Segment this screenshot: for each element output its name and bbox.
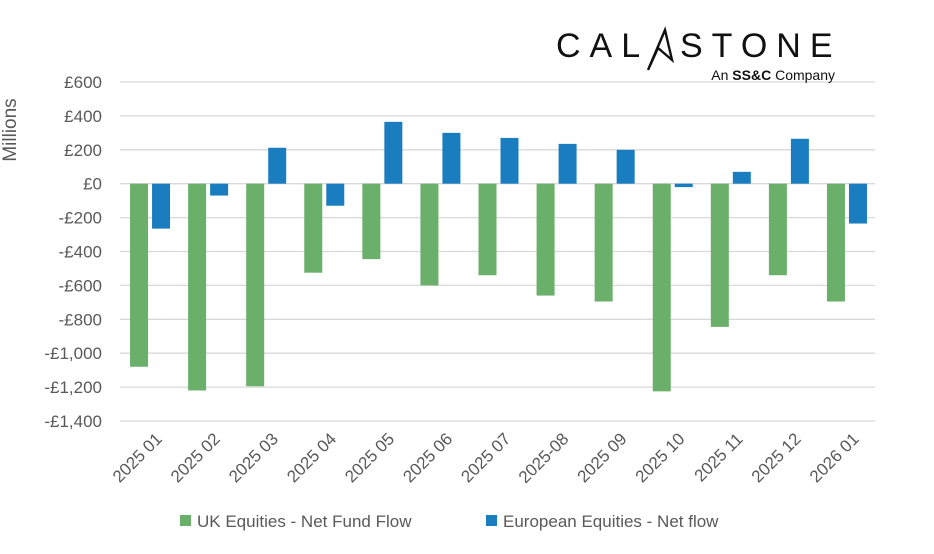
- bar-european-11: [790, 138, 809, 184]
- x-tick-label: 2026 01: [806, 429, 863, 486]
- y-axis-label: Millions: [0, 98, 21, 161]
- y-tick-label: -£800: [59, 310, 102, 329]
- y-tick-label: £0: [83, 175, 102, 194]
- x-tick-label: 2025 03: [225, 429, 282, 486]
- x-tick-label: 2025 05: [341, 429, 398, 486]
- x-tick-label: 2025-08: [515, 429, 573, 487]
- bar-uk-4: [362, 183, 381, 260]
- x-tick-label: 2025 04: [283, 429, 340, 486]
- bar-uk-9: [652, 183, 671, 392]
- x-tick-label: 2025 11: [691, 429, 747, 485]
- y-tick-label: -£1,000: [44, 344, 102, 363]
- bar-european-4: [384, 121, 403, 184]
- y-tick-label: £600: [64, 73, 102, 92]
- x-tick-label: 2025 02: [167, 429, 224, 486]
- bar-european-10: [732, 171, 751, 184]
- bar-european-6: [500, 137, 519, 184]
- bar-uk-8: [594, 183, 613, 302]
- legend-swatch-0: [180, 515, 191, 526]
- bar-european-5: [442, 132, 461, 184]
- logo-arrow-icon: [646, 26, 675, 71]
- bar-uk-12: [826, 183, 845, 302]
- bar-uk-3: [304, 183, 323, 273]
- y-tick-label: -£400: [59, 243, 102, 262]
- bar-uk-7: [536, 183, 555, 296]
- svg-text:CAL: CAL: [556, 27, 649, 65]
- bar-uk-5: [420, 183, 439, 286]
- legend-label-0: UK Equities - Net Fund Flow: [197, 512, 412, 531]
- bar-uk-11: [768, 183, 787, 276]
- y-tick-label: -£600: [59, 276, 102, 295]
- x-tick-label: 2025 01: [109, 429, 166, 486]
- bar-uk-2: [246, 183, 265, 387]
- x-tick-label: 2025 10: [632, 429, 689, 486]
- y-tick-label: -£1,400: [44, 412, 102, 431]
- svg-text:An SS&C Company: An SS&C Company: [711, 67, 835, 83]
- bar-european-8: [616, 149, 635, 184]
- legend-swatch-1: [486, 515, 497, 526]
- y-tick-label: -£1,200: [44, 378, 102, 397]
- y-tick-label: £200: [64, 141, 102, 160]
- x-tick-label: 2025 06: [399, 429, 456, 486]
- x-tick-label: 2025 12: [748, 429, 805, 486]
- bar-european-12: [848, 183, 867, 224]
- x-tick-label: 2025 07: [457, 429, 514, 486]
- bar-european-1: [210, 183, 229, 196]
- bar-european-7: [558, 143, 577, 184]
- svg-text:STONE: STONE: [680, 27, 842, 65]
- y-tick-label: -£200: [59, 209, 102, 228]
- bar-european-2: [268, 147, 287, 184]
- bar-uk-6: [478, 183, 497, 276]
- bar-european-9: [674, 183, 693, 188]
- bar-uk-1: [188, 183, 207, 391]
- legend-label-1: European Equities - Net flow: [503, 512, 719, 531]
- x-tick-label: 2025 09: [574, 429, 631, 486]
- bar-european-0: [152, 183, 171, 229]
- calastone-logo: CAL STONE An SS&C Company: [556, 26, 842, 83]
- y-tick-label: £400: [64, 107, 102, 126]
- bar-uk-10: [710, 183, 729, 327]
- bar-uk-0: [130, 183, 149, 367]
- bar-european-3: [326, 183, 345, 206]
